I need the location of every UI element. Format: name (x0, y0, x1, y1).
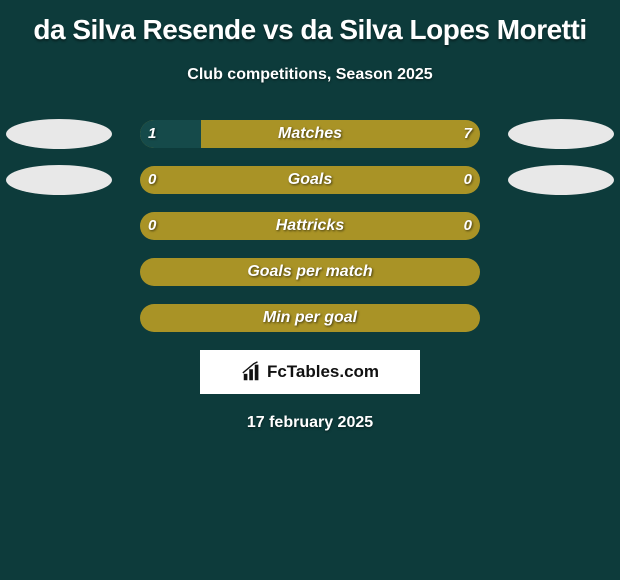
player-right-oval (508, 165, 614, 195)
stat-row: 00Goals (0, 166, 620, 194)
subtitle: Club competitions, Season 2025 (0, 66, 620, 84)
stat-label: Hattricks (140, 212, 480, 240)
stat-row: Min per goal (0, 304, 620, 332)
stat-label: Goals per match (140, 258, 480, 286)
stat-bar: 00Hattricks (140, 212, 480, 240)
stat-label: Min per goal (140, 304, 480, 332)
stat-bar: 00Goals (140, 166, 480, 194)
player-left-oval (6, 119, 112, 149)
stat-bar: Min per goal (140, 304, 480, 332)
player-right-oval (508, 119, 614, 149)
stat-row: Goals per match (0, 258, 620, 286)
stat-label: Matches (140, 120, 480, 148)
player-left-oval (6, 165, 112, 195)
stat-bar: Goals per match (140, 258, 480, 286)
logo-box: FcTables.com (200, 350, 420, 394)
stat-bar: 17Matches (140, 120, 480, 148)
stat-row: 00Hattricks (0, 212, 620, 240)
stats-container: 17Matches 00Goals 00Hattricks Goals per mat… (0, 120, 620, 332)
stat-label: Goals (140, 166, 480, 194)
logo-text: FcTables.com (267, 362, 379, 382)
bar-chart-icon (241, 361, 263, 383)
page-title: da Silva Resende vs da Silva Lopes Moret… (0, 0, 620, 46)
stat-row: 17Matches (0, 120, 620, 148)
date-label: 17 february 2025 (0, 414, 620, 432)
